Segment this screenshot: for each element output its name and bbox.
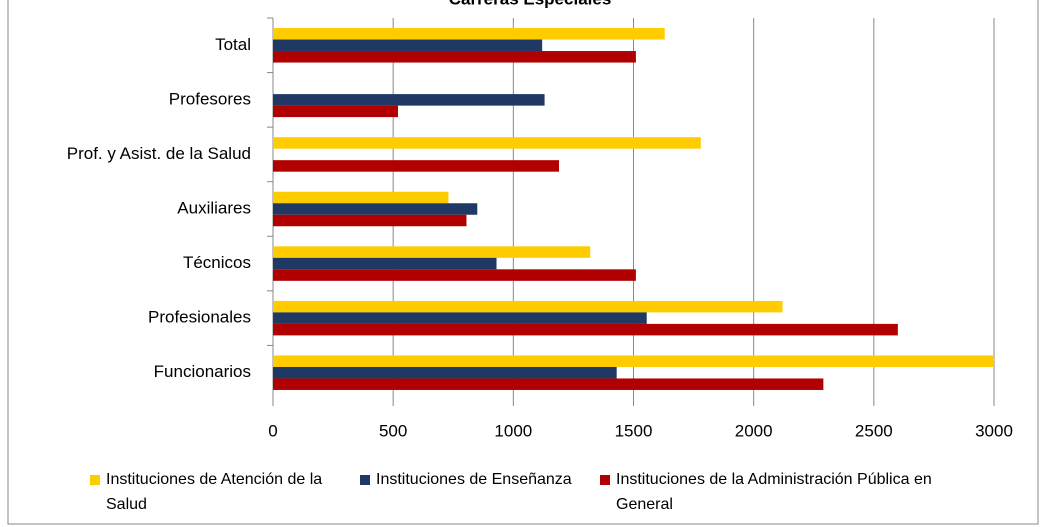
x-tick-label: 0	[268, 421, 277, 440]
x-tick-label: 2500	[855, 421, 893, 440]
y-tick-label: Auxiliares	[177, 198, 251, 217]
legend-swatch	[600, 475, 610, 485]
bar	[273, 28, 665, 40]
x-tick-label: 1000	[494, 421, 532, 440]
bar	[273, 300, 783, 313]
legend-label: Instituciones de la Administración Públi…	[616, 471, 932, 513]
bar	[273, 105, 398, 118]
y-tick-label: Funcionarios	[154, 362, 251, 381]
legend-swatch	[360, 475, 370, 485]
y-tick-label: Prof. y Asist. de la Salud	[67, 144, 251, 163]
bar	[273, 246, 591, 258]
y-tick-label: Técnicos	[183, 253, 251, 272]
bar	[273, 160, 559, 172]
bar	[273, 366, 617, 379]
x-tick-label: 3000	[975, 421, 1013, 440]
y-tick-label: Profesores	[169, 89, 251, 108]
y-tick-label: Total	[215, 35, 251, 54]
bar	[273, 214, 467, 227]
bar	[273, 378, 824, 390]
bar	[273, 137, 701, 149]
bar	[273, 257, 497, 270]
bar	[273, 269, 636, 281]
bar	[273, 94, 545, 106]
bar	[273, 312, 647, 324]
x-tick-label: 2000	[735, 421, 773, 440]
bar	[273, 203, 478, 215]
chart-frame	[7, 0, 1039, 525]
bar	[273, 191, 449, 204]
bar	[273, 51, 636, 63]
x-tick-label: 500	[379, 421, 407, 440]
legend-swatch	[90, 475, 100, 485]
chart-title: Carreras Especiales	[449, 0, 612, 8]
y-tick-label: Profesionales	[148, 308, 251, 327]
bar	[273, 323, 898, 336]
legend-label: Instituciones de Atención de la Salud	[106, 471, 323, 513]
bar	[273, 355, 994, 367]
legend-label: Instituciones de Enseñanza	[376, 471, 572, 488]
x-tick-label: 1500	[615, 421, 653, 440]
bar	[273, 39, 543, 52]
